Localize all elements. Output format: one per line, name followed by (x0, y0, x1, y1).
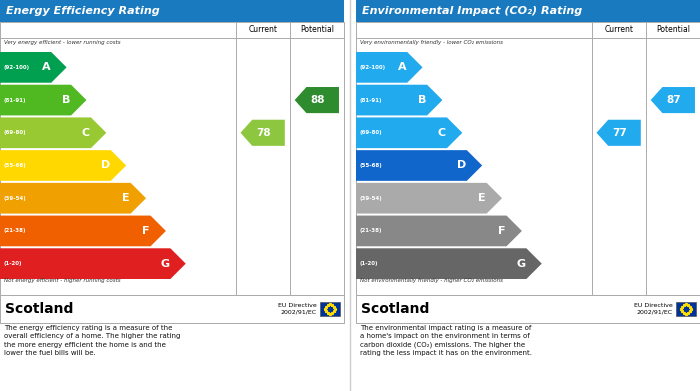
Polygon shape (356, 85, 442, 115)
Polygon shape (651, 87, 695, 113)
Polygon shape (241, 120, 285, 146)
Text: B: B (62, 95, 70, 105)
Text: A: A (41, 62, 50, 72)
Text: (39-54): (39-54) (4, 196, 27, 201)
Text: C: C (438, 128, 446, 138)
Polygon shape (0, 248, 186, 279)
Text: (1-20): (1-20) (360, 261, 379, 266)
Text: E: E (122, 193, 130, 203)
Text: Scotland: Scotland (361, 302, 429, 316)
Polygon shape (356, 248, 542, 279)
Text: Potential: Potential (656, 25, 690, 34)
Polygon shape (356, 215, 522, 246)
Text: The energy efficiency rating is a measure of the
overall efficiency of a home. T: The energy efficiency rating is a measur… (4, 325, 181, 356)
Bar (356, 0, 700, 22)
Text: (69-80): (69-80) (360, 130, 383, 135)
Text: (92-100): (92-100) (360, 65, 386, 70)
Text: Not environmentally friendly - higher CO₂ emissions: Not environmentally friendly - higher CO… (360, 278, 503, 283)
Text: EU Directive
2002/91/EC: EU Directive 2002/91/EC (634, 303, 673, 315)
Bar (0, 295, 344, 323)
Text: (55-68): (55-68) (4, 163, 27, 168)
Text: B: B (418, 95, 426, 105)
Bar (356, 295, 700, 323)
Polygon shape (0, 85, 86, 115)
Text: Current: Current (248, 25, 277, 34)
Polygon shape (356, 183, 502, 213)
Text: F: F (142, 226, 150, 236)
Polygon shape (356, 117, 462, 148)
Text: Very energy efficient - lower running costs: Very energy efficient - lower running co… (4, 40, 120, 45)
Text: (55-68): (55-68) (360, 163, 383, 168)
Text: D: D (101, 160, 110, 170)
Bar (0, 22, 344, 295)
Bar (356, 22, 700, 295)
Text: The environmental impact rating is a measure of
a home's impact on the environme: The environmental impact rating is a mea… (360, 325, 532, 356)
Text: (39-54): (39-54) (360, 196, 383, 201)
Text: Potential: Potential (300, 25, 334, 34)
Polygon shape (0, 150, 126, 181)
Bar (320, 302, 340, 316)
Polygon shape (356, 52, 423, 83)
Text: 77: 77 (612, 128, 627, 138)
Text: (21-38): (21-38) (4, 228, 27, 233)
Text: Scotland: Scotland (5, 302, 74, 316)
Polygon shape (295, 87, 339, 113)
Text: E: E (478, 193, 486, 203)
Bar (0, 0, 344, 22)
Text: (21-38): (21-38) (360, 228, 382, 233)
Bar (676, 302, 696, 316)
Text: (1-20): (1-20) (4, 261, 22, 266)
Text: (81-91): (81-91) (360, 98, 382, 102)
Text: G: G (160, 258, 169, 269)
Text: (92-100): (92-100) (4, 65, 30, 70)
Text: A: A (398, 62, 406, 72)
Polygon shape (356, 150, 482, 181)
Polygon shape (0, 215, 166, 246)
Text: Very environmentally friendly - lower CO₂ emissions: Very environmentally friendly - lower CO… (360, 40, 503, 45)
Text: 87: 87 (666, 95, 681, 105)
Polygon shape (0, 52, 66, 83)
Text: 88: 88 (311, 95, 326, 105)
Text: EU Directive
2002/91/EC: EU Directive 2002/91/EC (279, 303, 317, 315)
Text: (81-91): (81-91) (4, 98, 27, 102)
Text: C: C (82, 128, 90, 138)
Text: Energy Efficiency Rating: Energy Efficiency Rating (6, 6, 160, 16)
Text: Current: Current (604, 25, 633, 34)
Text: 78: 78 (256, 128, 271, 138)
Text: Not energy efficient - higher running costs: Not energy efficient - higher running co… (4, 278, 120, 283)
Text: (69-80): (69-80) (4, 130, 27, 135)
Text: F: F (498, 226, 505, 236)
Polygon shape (596, 120, 640, 146)
Polygon shape (0, 117, 106, 148)
Text: D: D (456, 160, 466, 170)
Text: Environmental Impact (CO₂) Rating: Environmental Impact (CO₂) Rating (362, 6, 582, 16)
Text: G: G (517, 258, 526, 269)
Polygon shape (0, 183, 146, 213)
